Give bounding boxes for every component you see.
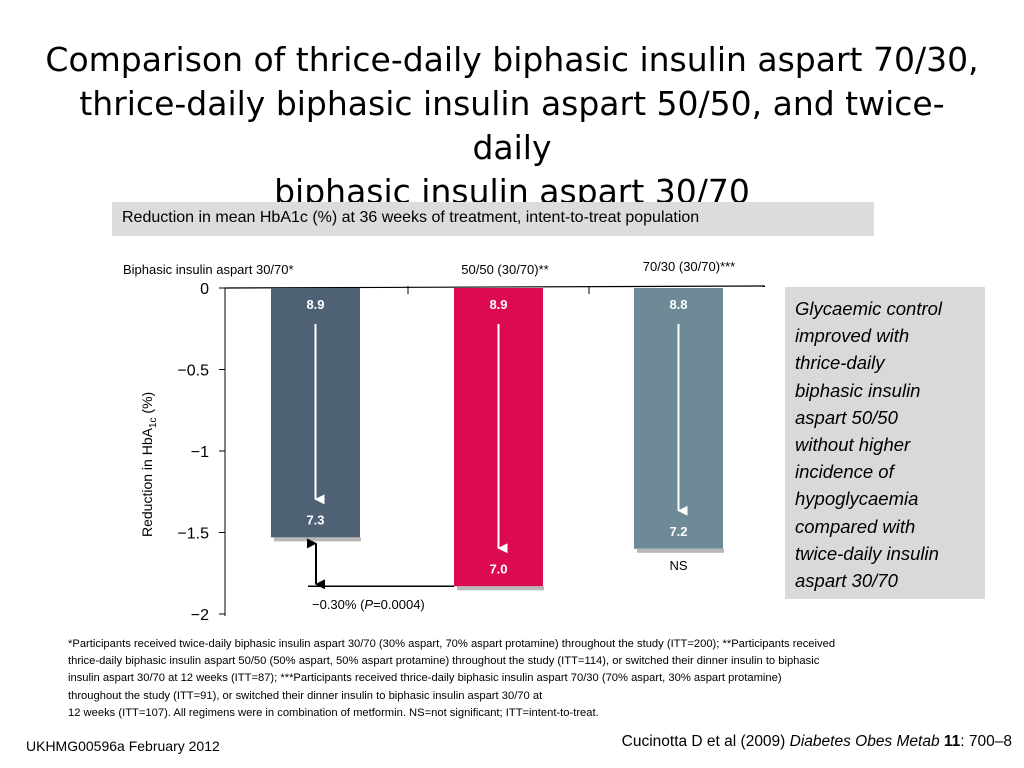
callout-line: aspart 30/70 — [795, 570, 898, 592]
footnote-line: insulin aspart 30/70 at 12 weeks (ITT=87… — [68, 672, 782, 685]
citation-authors: Cucinotta D et al (2009) — [621, 733, 790, 750]
bar-start-label: 8.9 — [489, 297, 507, 312]
citation-volume: 11 — [943, 733, 961, 750]
bar-start-label: 8.9 — [306, 297, 324, 312]
footnote: *Participants received twice-daily bipha… — [68, 636, 998, 722]
callout-line: biphasic insulin — [795, 379, 921, 401]
bar-2 — [454, 288, 543, 587]
zero-line — [224, 285, 766, 289]
callout-line: aspart 50/50 — [795, 406, 898, 428]
y-tick-label: −1 — [191, 444, 209, 461]
bar-end-label: 7.3 — [306, 512, 324, 527]
footnote-line: throughout the study (ITT=91), or switch… — [68, 689, 543, 702]
citation: Cucinotta D et al (2009) Diabetes Obes M… — [622, 733, 1012, 751]
y-tick-label: −0.5 — [177, 363, 209, 380]
callout-line: without higher — [795, 434, 911, 456]
footnote-line: thrice-daily biphasic insulin aspart 50/… — [68, 655, 820, 668]
callout-line: incidence of — [795, 461, 894, 483]
document-code: UKHMG00596a February 2012 — [26, 738, 220, 754]
bar-shadow — [457, 586, 544, 591]
chart-subtitle-bar: Reduction in mean HbA1c (%) at 36 weeks … — [112, 202, 874, 236]
category-label: Biphasic insulin aspart 30/70* — [123, 262, 294, 277]
callout-line: compared with — [795, 515, 916, 537]
bar-3 — [634, 288, 723, 549]
slide-title: Comparison of thrice-daily biphasic insu… — [40, 38, 984, 214]
citation-pages: : 700–8 — [960, 733, 1012, 750]
y-tick-label: −1.5 — [177, 526, 209, 543]
difference-label: −0.30% (P=0.0004) — [312, 597, 425, 612]
callout-line: improved with — [795, 325, 910, 347]
bar-1 — [271, 288, 360, 538]
y-tick-label: 0 — [200, 281, 209, 298]
citation-journal: Diabetes Obes Metab — [789, 733, 940, 750]
chart-subtitle: Reduction in mean HbA1c (%) at 36 weeks … — [122, 209, 700, 226]
title-line: thrice-daily biphasic insulin aspart 50/… — [79, 84, 945, 167]
callout-line: Glycaemic control — [795, 298, 943, 319]
footnote-line: *Participants received twice-daily bipha… — [68, 638, 836, 650]
bar-end-label: 7.0 — [489, 561, 507, 576]
bar-shadow — [637, 548, 724, 553]
category-label: 50/50 (30/70)** — [461, 262, 548, 277]
callout-line: hypoglycaemia — [795, 488, 919, 510]
callout-line: twice-daily insulin — [795, 542, 939, 564]
category-label: 70/30 (30/70)*** — [643, 259, 736, 274]
ns-label: NS — [669, 558, 687, 573]
footnote-line: 12 weeks (ITT=107). All regimens were in… — [68, 706, 599, 719]
bar-shadow — [274, 537, 361, 542]
bar-start-label: 8.8 — [669, 297, 687, 312]
y-tick-label: −2 — [191, 607, 209, 624]
title-line: Comparison of thrice-daily biphasic insu… — [45, 40, 979, 79]
y-axis-label: Reduction in HbA1c (%) — [139, 392, 159, 537]
callout-box: Glycaemic control improved with thrice-d… — [785, 287, 985, 599]
bar-end-label: 7.2 — [669, 524, 687, 539]
callout-line: thrice-daily — [795, 352, 885, 374]
